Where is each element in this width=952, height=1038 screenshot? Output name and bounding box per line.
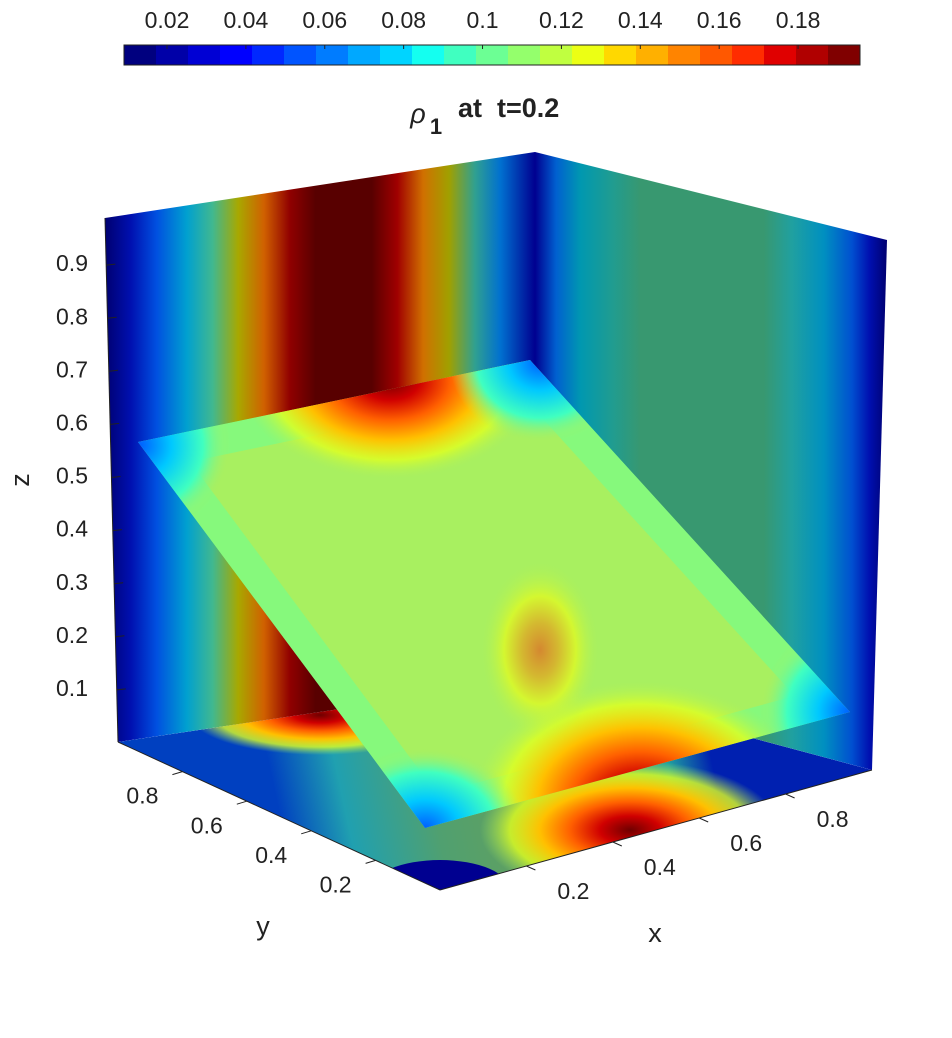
- y-tick: [365, 859, 376, 864]
- colorbar-segment: [284, 45, 317, 65]
- colorbar-segment: [572, 45, 605, 65]
- colorbar-segment: [316, 45, 349, 65]
- colorbar-segment: [252, 45, 285, 65]
- colorbar-tick-label: 0.18: [776, 7, 821, 33]
- z-tick-label: 0.7: [56, 356, 88, 382]
- y-tick-label: 0.4: [255, 842, 287, 868]
- colorbar-segment: [636, 45, 669, 65]
- colorbar-segment: [508, 45, 541, 65]
- colorbar-tick-label: 0.02: [145, 7, 190, 33]
- colorbar-segment: [380, 45, 413, 65]
- y-tick-label: 0.6: [191, 812, 223, 838]
- x-tick-label: 0.8: [817, 806, 849, 832]
- colorbar-frame: [123, 44, 861, 66]
- title-subscript: 1: [430, 114, 442, 139]
- colorbar-tick-label: 0.1: [467, 7, 499, 33]
- x-tick: [785, 793, 795, 799]
- colorbar-segment: [764, 45, 797, 65]
- colorbar-segment: [668, 45, 701, 65]
- z-tick: [114, 582, 124, 585]
- colorbar-segment: [220, 45, 253, 65]
- colorbar-segment: [444, 45, 477, 65]
- title-text: at t=0.2: [458, 93, 559, 123]
- colorbar-tick-label: 0.08: [381, 7, 426, 33]
- colorbar-tick-label: 0.12: [539, 7, 584, 33]
- z-axis-line: [104, 217, 119, 743]
- z-tick: [115, 635, 125, 638]
- y-tick: [301, 830, 312, 835]
- colorbar-tick-label: 0.06: [302, 7, 347, 33]
- z-tick-label: 0.8: [56, 303, 88, 329]
- z-tick: [111, 476, 121, 478]
- z-tick-label: 0.1: [56, 675, 88, 701]
- colorbar-segment: [348, 45, 381, 65]
- z-tick-label: 0.2: [56, 622, 88, 648]
- z-tick-label: 0.3: [56, 569, 88, 595]
- colorbar-segment: [124, 45, 157, 65]
- z-tick: [108, 369, 118, 372]
- y-axis-label: y: [256, 911, 270, 941]
- colorbar-segment: [796, 45, 829, 65]
- z-tick: [107, 316, 117, 319]
- colorbar-segment: [828, 45, 861, 65]
- x-axis-line: [439, 769, 873, 891]
- x-tick-label: 0.4: [644, 854, 676, 880]
- colorbar-tick-label: 0.04: [223, 7, 268, 33]
- x-tick-label: 0.2: [557, 878, 589, 904]
- z-tick-label: 0.5: [56, 463, 88, 489]
- z-axis-label: z: [5, 473, 35, 487]
- y-tick: [172, 771, 183, 776]
- colorbar-segment: [604, 45, 637, 65]
- colorbar-segment: [412, 45, 445, 65]
- colorbar-segment: [188, 45, 221, 65]
- title-symbol: ρ: [409, 99, 425, 129]
- z-tick-label: 0.9: [56, 250, 88, 276]
- x-axis-label: x: [648, 918, 662, 948]
- colorbar-segment: [700, 45, 733, 65]
- z-tick: [112, 529, 122, 532]
- z-tick: [110, 422, 120, 425]
- y-tick-label: 0.8: [126, 783, 158, 809]
- colorbar-segment: [156, 45, 189, 65]
- x-tick: [526, 865, 536, 871]
- z-tick: [116, 688, 126, 691]
- colorbar-segment: [476, 45, 509, 65]
- colorbar-segment: [732, 45, 765, 65]
- colorbar-tick-label: 0.14: [618, 7, 663, 33]
- x-tick: [698, 817, 709, 823]
- y-tick: [236, 800, 247, 805]
- z-tick-label: 0.4: [56, 516, 88, 542]
- y-tick-label: 0.2: [320, 871, 352, 897]
- x-tick-label: 0.6: [730, 830, 762, 856]
- z-tick-label: 0.6: [56, 409, 88, 435]
- x-tick: [612, 841, 623, 847]
- z-tick: [106, 263, 116, 266]
- colorbar-tick-label: 0.16: [697, 7, 742, 33]
- colorbar-segment: [540, 45, 573, 65]
- y-axis-line: [117, 741, 441, 891]
